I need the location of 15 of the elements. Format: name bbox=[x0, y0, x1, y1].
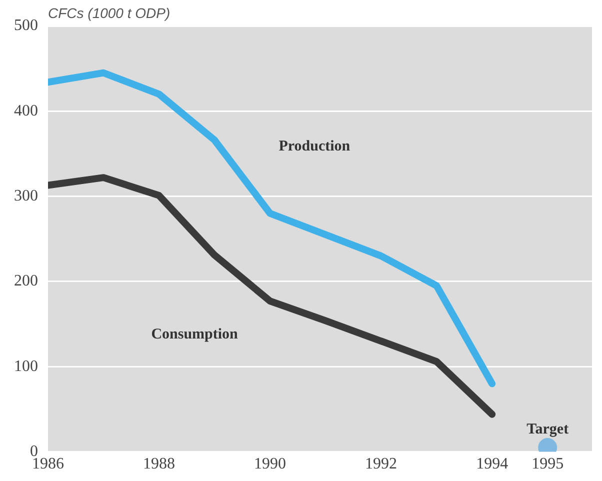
y-tick-label: 100 bbox=[14, 358, 38, 375]
x-tick-label: 1990 bbox=[254, 456, 286, 473]
y-tick-label: 300 bbox=[14, 188, 38, 205]
x-tick-label: 1986 bbox=[32, 456, 64, 473]
series-label: Target bbox=[526, 422, 569, 438]
x-tick-label: 1992 bbox=[365, 456, 398, 473]
x-tick-label: 1995 bbox=[532, 456, 564, 473]
x-tick-label: 1994 bbox=[476, 456, 508, 473]
y-axis-title: CFCs (1000 t ODP) bbox=[48, 5, 170, 21]
y-tick-label: 400 bbox=[14, 102, 38, 120]
y-tick-label: 500 bbox=[14, 17, 38, 34]
text: Consumption bbox=[151, 326, 239, 343]
x-tick-label: 1988 bbox=[143, 456, 176, 473]
y-tick-label: 200 bbox=[14, 272, 38, 290]
text: Production bbox=[278, 138, 351, 154]
